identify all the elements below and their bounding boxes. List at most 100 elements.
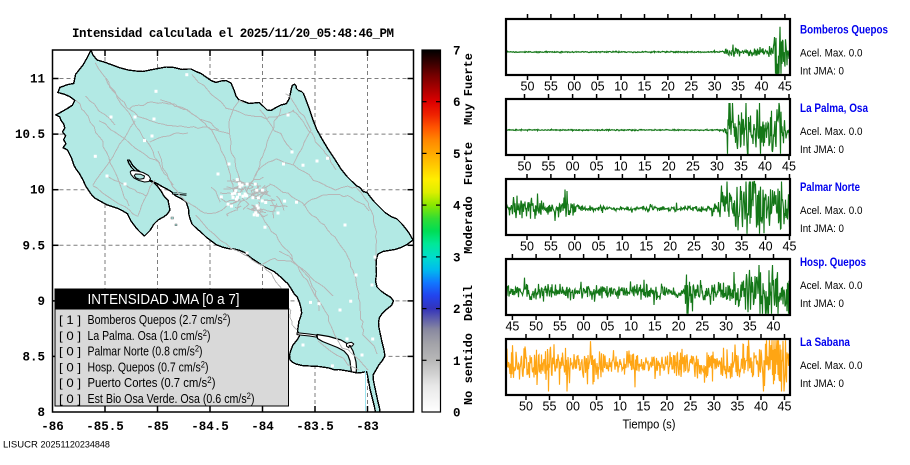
svg-text:Acel. Max. 0.0: Acel. Max. 0.0 (800, 360, 863, 372)
svg-text:Est Bio Osa Verde. Osa (0.6 cm: Est Bio Osa Verde. Osa (0.6 cm/s2) (88, 391, 255, 406)
svg-text:La Palma. Osa (1.0 cm/s2): La Palma. Osa (1.0 cm/s2) (88, 328, 211, 343)
svg-text:30: 30 (711, 240, 725, 254)
svg-text:10: 10 (30, 184, 45, 198)
svg-text:40: 40 (755, 80, 769, 94)
svg-text:[ 0 ]: [ 0 ] (59, 360, 81, 374)
svg-text:55: 55 (544, 80, 558, 94)
svg-text:10: 10 (614, 160, 628, 174)
svg-text:25: 25 (695, 320, 709, 334)
svg-text:Int JMA: 0: Int JMA: 0 (800, 65, 844, 77)
svg-text:Acel. Max. 0.0: Acel. Max. 0.0 (800, 126, 863, 138)
svg-text:35: 35 (735, 240, 749, 254)
svg-text:15: 15 (637, 400, 651, 414)
svg-text:30: 30 (708, 80, 722, 94)
svg-text:-84: -84 (251, 420, 274, 434)
svg-text:45: 45 (782, 160, 796, 174)
svg-text:40: 40 (754, 400, 768, 414)
svg-text:45: 45 (505, 320, 519, 334)
svg-text:[ 0 ]: [ 0 ] (59, 376, 81, 390)
svg-text:Palmar Norte (0.8 cm/s2): Palmar Norte (0.8 cm/s2) (88, 344, 203, 359)
svg-text:Int JMA: 0: Int JMA: 0 (800, 298, 844, 310)
svg-text:La Palma, Osa: La Palma, Osa (800, 103, 869, 115)
svg-text:0: 0 (453, 407, 461, 421)
svg-text:40: 40 (758, 160, 772, 174)
svg-text:50: 50 (519, 400, 533, 414)
svg-text:-83: -83 (356, 420, 379, 434)
svg-text:15: 15 (638, 160, 652, 174)
svg-text:Fuerte: Fuerte (462, 142, 476, 185)
svg-text:[ 0 ]: [ 0 ] (59, 345, 81, 359)
svg-text:Int JMA: 0: Int JMA: 0 (800, 378, 844, 390)
svg-text:7: 7 (453, 45, 461, 59)
svg-text:40: 40 (767, 320, 781, 334)
svg-text:40: 40 (759, 240, 773, 254)
svg-text:3: 3 (453, 251, 461, 265)
svg-text:55: 55 (544, 240, 558, 254)
svg-text:05: 05 (591, 80, 605, 94)
svg-text:35: 35 (731, 400, 745, 414)
svg-text:-84.5: -84.5 (191, 420, 229, 434)
svg-text:35: 35 (734, 160, 748, 174)
svg-text:8: 8 (37, 406, 45, 420)
svg-text:15: 15 (638, 80, 652, 94)
svg-text:Puerto Cortes (0.7 cm/s2): Puerto Cortes (0.7 cm/s2) (88, 375, 216, 390)
svg-text:La Sabana: La Sabana (800, 337, 851, 349)
svg-text:10.5: 10.5 (15, 128, 45, 142)
svg-text:9: 9 (37, 295, 45, 309)
svg-text:00: 00 (566, 400, 580, 414)
svg-text:[ 1 ]: [ 1 ] (59, 313, 81, 327)
svg-text:05: 05 (600, 320, 614, 334)
svg-text:[ 0 ]: [ 0 ] (59, 392, 81, 406)
svg-text:5: 5 (453, 148, 461, 162)
svg-text:00: 00 (567, 80, 581, 94)
svg-text:-86: -86 (41, 420, 64, 434)
svg-text:Intensidad calculada el 2025/1: Intensidad calculada el 2025/11/20_05:48… (72, 27, 394, 41)
svg-text:55: 55 (542, 160, 556, 174)
svg-text:Hosp. Quepos (0.7 cm/s2): Hosp. Quepos (0.7 cm/s2) (88, 359, 209, 374)
svg-text:45: 45 (783, 240, 797, 254)
svg-text:20: 20 (661, 80, 675, 94)
svg-text:05: 05 (592, 240, 606, 254)
svg-text:25: 25 (684, 400, 698, 414)
svg-text:2: 2 (453, 303, 461, 317)
svg-text:Acel. Max. 0.0: Acel. Max. 0.0 (800, 47, 863, 59)
svg-text:6: 6 (453, 96, 461, 110)
svg-text:4: 4 (453, 200, 461, 214)
svg-text:15: 15 (648, 320, 662, 334)
svg-text:Hosp. Quepos: Hosp. Quepos (800, 257, 866, 269)
svg-text:05: 05 (590, 160, 604, 174)
svg-text:55: 55 (553, 320, 567, 334)
svg-text:55: 55 (543, 400, 557, 414)
svg-text:05: 05 (590, 400, 604, 414)
svg-text:15: 15 (639, 240, 653, 254)
svg-text:Moderado: Moderado (462, 196, 476, 254)
svg-text:Muy Fuerte: Muy Fuerte (462, 53, 476, 125)
svg-text:-85: -85 (146, 420, 169, 434)
svg-text:No sentido: No sentido (462, 333, 476, 405)
svg-text:20: 20 (662, 160, 676, 174)
svg-text:00: 00 (577, 320, 591, 334)
svg-text:-83.5: -83.5 (296, 420, 334, 434)
svg-text:Acel. Max. 0.0: Acel. Max. 0.0 (800, 205, 863, 217)
svg-text:Bomberos Quepos (2.7 cm/s2): Bomberos Quepos (2.7 cm/s2) (88, 312, 231, 327)
svg-text:10: 10 (614, 80, 628, 94)
svg-text:10: 10 (615, 240, 629, 254)
svg-text:35: 35 (731, 80, 745, 94)
svg-text:25: 25 (686, 160, 700, 174)
svg-text:10: 10 (613, 400, 627, 414)
svg-text:20: 20 (672, 320, 686, 334)
svg-text:50: 50 (520, 240, 534, 254)
svg-text:LISUCR 20251120234848: LISUCR 20251120234848 (3, 440, 110, 451)
svg-text:45: 45 (778, 400, 792, 414)
svg-text:30: 30 (710, 160, 724, 174)
svg-text:-85.5: -85.5 (86, 420, 124, 434)
svg-text:10: 10 (624, 320, 638, 334)
svg-text:Tiempo (s): Tiempo (s) (623, 417, 676, 432)
svg-text:45: 45 (778, 80, 792, 94)
svg-text:20: 20 (663, 240, 677, 254)
svg-text:50: 50 (521, 80, 535, 94)
svg-text:INTENSIDAD JMA [0 a 7]: INTENSIDAD JMA [0 a 7] (88, 291, 240, 308)
svg-text:50: 50 (529, 320, 543, 334)
svg-text:00: 00 (568, 240, 582, 254)
svg-text:Debil: Debil (462, 285, 476, 321)
